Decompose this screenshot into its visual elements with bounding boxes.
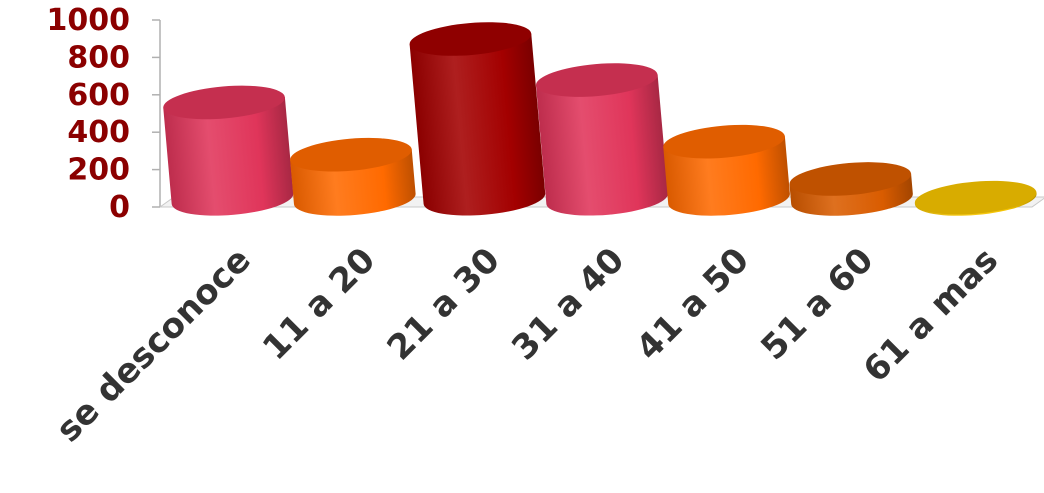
bar-31-a-40 xyxy=(535,63,669,216)
y-tick-label: 200 xyxy=(67,153,130,188)
x-tick-label: 11 a 20 xyxy=(255,240,383,368)
y-tick-label: 0 xyxy=(109,190,130,225)
bar-top xyxy=(914,180,1037,215)
x-tick-label: 51 a 60 xyxy=(753,240,881,368)
bar-top xyxy=(535,63,658,97)
y-tick-label: 800 xyxy=(67,40,130,75)
bar-top xyxy=(290,137,412,172)
bar-se-desconoce xyxy=(163,85,294,216)
bar-21-a-30 xyxy=(409,22,546,216)
bar-body xyxy=(163,97,294,216)
bar-top xyxy=(663,124,785,159)
bar-41-a-50 xyxy=(663,124,790,216)
bar-51-a-60 xyxy=(789,162,913,216)
x-tick-label: 41 a 50 xyxy=(629,240,757,368)
bars xyxy=(163,22,1037,216)
y-tick-label: 1000 xyxy=(47,3,131,38)
x-tick-label: 61 a mas xyxy=(856,240,1006,390)
x-tick-label: 31 a 40 xyxy=(504,240,632,368)
bar-top xyxy=(409,22,532,56)
y-tick-label: 400 xyxy=(67,115,130,150)
x-tick-label: 21 a 30 xyxy=(380,240,508,368)
bar-body xyxy=(409,33,546,216)
bar-top xyxy=(163,85,285,120)
bar-top xyxy=(789,162,912,196)
x-tick-label: se desconoce xyxy=(49,240,259,450)
bar-11-a-20 xyxy=(290,137,416,216)
bar-61-a-mas xyxy=(914,180,1037,216)
bar-body xyxy=(535,74,669,216)
y-tick-label: 600 xyxy=(67,78,130,113)
